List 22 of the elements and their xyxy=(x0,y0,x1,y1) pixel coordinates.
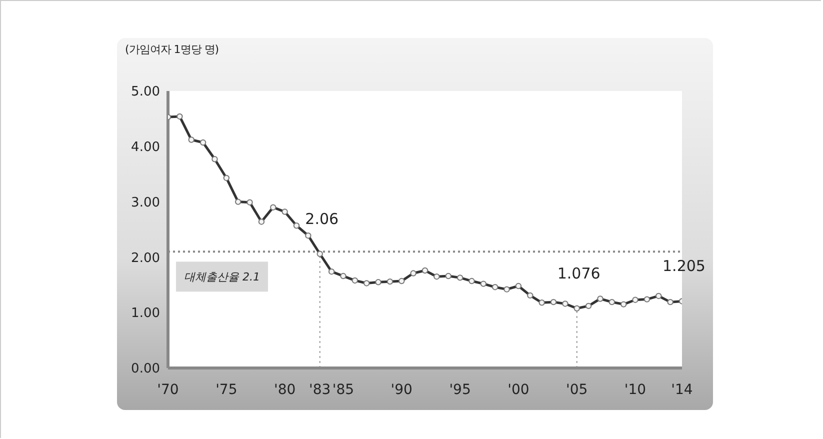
y-tick-label: 3.00 xyxy=(131,195,160,210)
y-axis-title: (가임여자 1명당 명) xyxy=(125,42,219,57)
annotation: 2.06 xyxy=(305,210,339,228)
x-tick-label: '85 xyxy=(332,382,354,398)
x-tick-label: '80 xyxy=(274,382,296,398)
x-tick-label: '10 xyxy=(624,382,646,398)
annotation: 1.205 xyxy=(662,257,706,276)
y-tick-label: 2.00 xyxy=(131,250,160,266)
y-tick-label: 4.00 xyxy=(131,140,160,156)
x-tick-label: '75 xyxy=(216,382,238,398)
x-tick-label: '70 xyxy=(157,382,179,398)
y-tick-label: 5.00 xyxy=(131,84,160,100)
annotation: 1.076 xyxy=(557,264,600,282)
x-tick-label: '90 xyxy=(390,382,412,398)
x-tick-label: '05 xyxy=(566,382,588,398)
y-tick-label: 1.00 xyxy=(131,306,160,322)
y-tick-label: 0.00 xyxy=(131,362,160,377)
ref-line-label: 대체출산율 2.1 xyxy=(184,270,260,284)
x-tick-label: '14 xyxy=(671,382,693,398)
x-tick-label: '95 xyxy=(449,382,471,398)
x-tick-label: '83 xyxy=(309,382,331,398)
x-tick-label: '00 xyxy=(508,382,530,398)
